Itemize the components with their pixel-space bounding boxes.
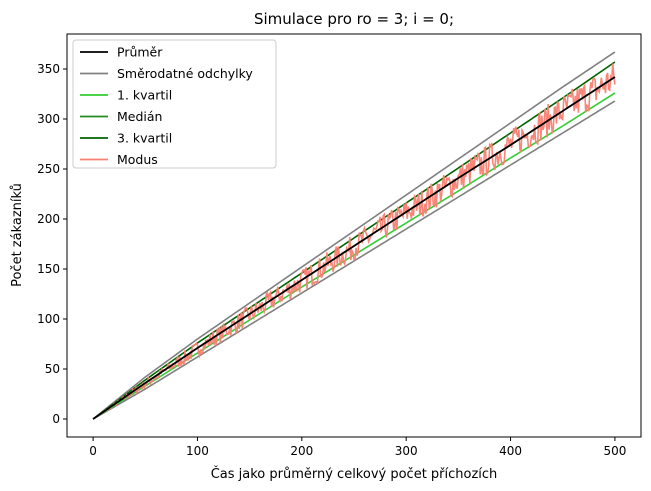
legend-label: Modus <box>117 152 158 167</box>
legend-label: Průměr <box>117 45 163 60</box>
x-tick-label: 500 <box>603 444 626 458</box>
x-axis-label: Čas jako průměrný celkový počet příchozí… <box>211 466 498 482</box>
series-line <box>92 76 616 420</box>
plot-area <box>66 33 642 438</box>
legend-label: Směrodatné odchylky <box>117 66 253 81</box>
series-line <box>92 61 616 420</box>
y-axis-label: Počet zákazníků <box>10 183 25 287</box>
y-axis: 0 50 100 150 200 250 300 350 <box>37 62 67 426</box>
x-tick-label: 400 <box>499 444 522 458</box>
axes-frame <box>66 33 642 438</box>
legend-label: 1. kvartil <box>117 88 172 103</box>
chart-title: Simulace pro ro = 3; i = 0; <box>254 10 454 28</box>
y-tick-label: 350 <box>37 62 60 76</box>
legend: Průměr Směrodatné odchylky 1. kvartil Mediá… <box>72 39 277 169</box>
y-tick-label: 200 <box>37 212 60 226</box>
y-tick-label: 250 <box>37 162 60 176</box>
x-tick-label: 0 <box>89 444 97 458</box>
legend-box <box>72 39 277 169</box>
x-tick-label: 300 <box>395 444 418 458</box>
x-axis: 0 100 200 300 400 500 <box>89 437 626 458</box>
y-tick-label: 0 <box>52 412 60 426</box>
y-tick-label: 100 <box>37 312 60 326</box>
x-tick-label: 100 <box>186 444 209 458</box>
y-tick-label: 300 <box>37 112 60 126</box>
x-tick-label: 200 <box>290 444 313 458</box>
series-line <box>92 51 616 420</box>
legend-label: 3. kvartil <box>117 131 172 146</box>
y-tick-label: 150 <box>37 262 60 276</box>
y-tick-label: 50 <box>45 362 60 376</box>
series-line <box>92 100 616 420</box>
series-layer <box>92 51 616 420</box>
legend-label: Medián <box>117 109 162 124</box>
